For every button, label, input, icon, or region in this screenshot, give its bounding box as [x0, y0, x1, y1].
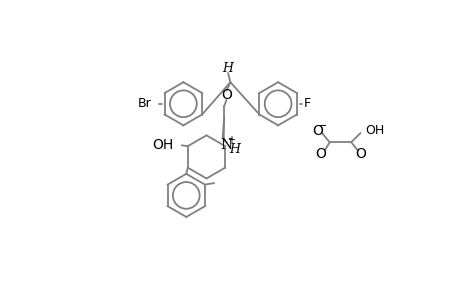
Text: OH: OH [152, 138, 174, 152]
Text: N: N [219, 138, 231, 152]
Text: O: O [354, 147, 365, 161]
Text: O: O [221, 88, 231, 102]
Text: F: F [303, 97, 310, 110]
Text: O: O [314, 147, 325, 161]
Text: Br: Br [137, 97, 151, 110]
Text: OH: OH [364, 124, 384, 137]
Text: H: H [222, 62, 233, 75]
Text: −: − [317, 121, 327, 131]
Text: H: H [229, 143, 239, 157]
Text: O: O [311, 124, 322, 138]
Text: +: + [226, 135, 234, 145]
